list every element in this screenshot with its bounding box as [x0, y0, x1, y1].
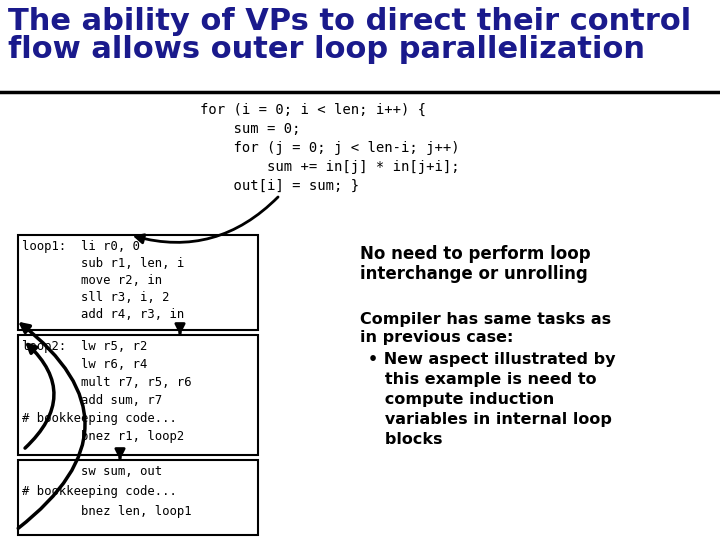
Text: • New aspect illustrated by: • New aspect illustrated by [368, 352, 616, 367]
Bar [18, 460, 258, 535]
Text: this example is need to: this example is need to [368, 372, 597, 387]
Text: add r4, r3, in: add r4, r3, in [22, 308, 184, 321]
Text: # bookkeeping code...: # bookkeeping code... [22, 412, 177, 425]
Text: bnez len, loop1: bnez len, loop1 [22, 505, 192, 518]
Bar [18, 235, 258, 330]
Text: blocks: blocks [368, 432, 443, 447]
Text: for (i = 0; i < len; i++) {: for (i = 0; i < len; i++) { [200, 103, 426, 117]
Text: sw sum, out: sw sum, out [22, 465, 162, 478]
Text: flow allows outer loop parallelization: flow allows outer loop parallelization [8, 35, 645, 64]
Text: compute induction: compute induction [368, 392, 554, 407]
Text: bnez r1, loop2: bnez r1, loop2 [22, 430, 184, 443]
Text: The ability of VPs to direct their control: The ability of VPs to direct their contr… [8, 7, 691, 36]
Text: sum = 0;: sum = 0; [200, 122, 300, 136]
Text: No need to perform loop: No need to perform loop [360, 245, 590, 263]
Text: interchange or unrolling: interchange or unrolling [360, 265, 588, 283]
Text: add sum, r7: add sum, r7 [22, 394, 162, 407]
Text: in previous case:: in previous case: [360, 330, 513, 345]
Text: sll r3, i, 2: sll r3, i, 2 [22, 291, 169, 304]
Text: loop2:  lw r5, r2: loop2: lw r5, r2 [22, 340, 148, 353]
Text: lw r6, r4: lw r6, r4 [22, 358, 148, 371]
Text: # bookkeeping code...: # bookkeeping code... [22, 485, 177, 498]
Bar [18, 335, 258, 455]
Text: out[i] = sum; }: out[i] = sum; } [200, 179, 359, 193]
Text: Compiler has same tasks as: Compiler has same tasks as [360, 312, 611, 327]
Text: mult r7, r5, r6: mult r7, r5, r6 [22, 376, 192, 389]
Text: sub r1, len, i: sub r1, len, i [22, 257, 184, 270]
Text: move r2, in: move r2, in [22, 274, 162, 287]
Text: for (j = 0; j < len-i; j++): for (j = 0; j < len-i; j++) [200, 141, 459, 155]
Text: loop1:  li r0, 0: loop1: li r0, 0 [22, 240, 140, 253]
Text: variables in internal loop: variables in internal loop [368, 412, 612, 427]
Text: sum += in[j] * in[j+i];: sum += in[j] * in[j+i]; [200, 160, 459, 174]
